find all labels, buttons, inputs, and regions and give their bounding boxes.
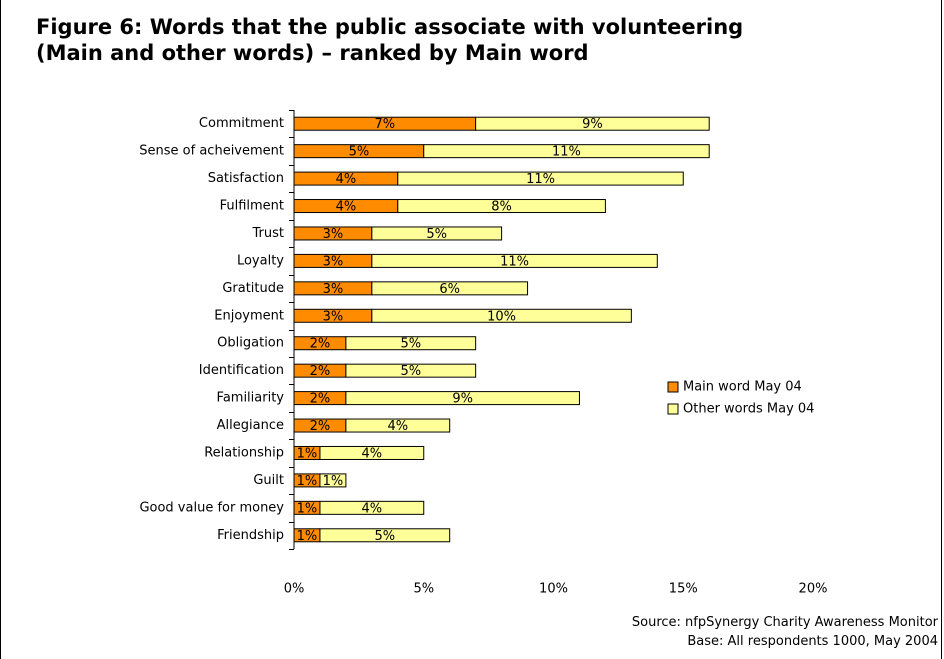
bar-other-words: [345, 391, 580, 406]
category-label: Loyalty: [237, 253, 284, 268]
bar-other-words: [371, 281, 529, 296]
data-label-other: 11%: [526, 172, 555, 187]
category-label: Enjoyment: [214, 308, 284, 323]
figure-title: Figure 6: Words that the public associat…: [36, 14, 856, 66]
data-label-other: 5%: [400, 337, 421, 352]
data-label-main: 2%: [310, 392, 331, 407]
data-label-main: 4%: [336, 172, 357, 187]
bar-other-words: [345, 336, 477, 351]
title-line-1: Figure 6: Words that the public associat…: [36, 15, 744, 39]
data-label-other: 11%: [500, 254, 529, 269]
bar-other-words: [371, 226, 503, 241]
category-label: Sense of acheivement: [139, 144, 284, 159]
legend-swatch-other: [667, 403, 679, 415]
data-label-other: 9%: [452, 392, 473, 407]
data-label-main: 2%: [310, 364, 331, 379]
category-label: Commitment: [199, 116, 284, 131]
bar-other-words: [371, 308, 632, 323]
bar-other-words: [397, 171, 684, 186]
bar-other-words: [475, 116, 710, 131]
x-tick-label: 0%: [284, 582, 305, 597]
data-label-other: 1%: [323, 474, 344, 489]
category-label: Fulfilment: [220, 199, 284, 214]
data-label-other: 5%: [400, 364, 421, 379]
data-label-other: 6%: [439, 282, 460, 297]
legend-label-main: Main word May 04: [683, 380, 802, 395]
bar-other-words: [371, 253, 658, 268]
base-line: Base: All respondents 1000, May 2004: [687, 634, 938, 649]
data-label-other: 10%: [487, 309, 516, 324]
category-label: Good value for money: [139, 500, 284, 515]
source-line: Source: nfpSynergy Charity Awareness Mon…: [631, 615, 938, 630]
bar-other-words: [319, 500, 425, 515]
data-label-other: 9%: [582, 117, 603, 132]
data-label-main: 4%: [336, 200, 357, 215]
data-label-main: 1%: [297, 501, 318, 516]
category-label: Obligation: [217, 336, 284, 351]
data-label-main: 7%: [375, 117, 396, 132]
category-label: Trust: [252, 226, 284, 241]
x-tick-label: 15%: [669, 582, 698, 597]
data-label-main: 3%: [323, 282, 344, 297]
data-label-other: 4%: [387, 419, 408, 434]
data-label-main: 3%: [323, 309, 344, 324]
data-label-other: 5%: [375, 529, 396, 544]
category-label: Guilt: [253, 473, 284, 488]
data-label-main: 1%: [297, 446, 318, 461]
bar-other-words: [319, 445, 425, 460]
category-label: Allegiance: [217, 418, 284, 433]
data-label-other: 11%: [552, 145, 581, 160]
category-label: Familiarity: [217, 391, 285, 406]
data-label-main: 3%: [323, 254, 344, 269]
data-label-other: 8%: [491, 200, 512, 215]
category-label: Satisfaction: [208, 171, 284, 186]
category-label: Gratitude: [222, 281, 284, 296]
data-label-main: 1%: [297, 474, 318, 489]
bar-other-words: [319, 528, 451, 543]
source-note: Source: nfpSynergy Charity Awareness Mon…: [632, 613, 938, 651]
data-label-other: 4%: [362, 501, 383, 516]
data-label-main: 3%: [323, 227, 344, 242]
x-tick-label: 20%: [799, 582, 828, 597]
bar-other-words: [345, 418, 451, 433]
bar-other-words: [423, 144, 710, 159]
legend-swatch-main: [667, 381, 679, 393]
data-label-main: 1%: [297, 529, 318, 544]
bar-other-words: [319, 473, 347, 488]
data-label-other: 5%: [426, 227, 447, 242]
category-label: Relationship: [204, 445, 284, 460]
bar-other-words: [345, 363, 477, 378]
category-label: Identification: [199, 363, 284, 378]
legend-label-other: Other words May 04: [683, 402, 814, 417]
x-tick-label: 5%: [413, 582, 434, 597]
data-label-main: 2%: [310, 337, 331, 352]
category-label: Friendship: [217, 528, 284, 543]
x-tick-label: 10%: [539, 582, 568, 597]
title-line-2: (Main and other words) – ranked by Main …: [36, 41, 589, 65]
data-label-main: 2%: [310, 419, 331, 434]
data-label-other: 4%: [362, 446, 383, 461]
data-label-main: 5%: [349, 145, 370, 160]
bar-other-words: [397, 199, 606, 214]
